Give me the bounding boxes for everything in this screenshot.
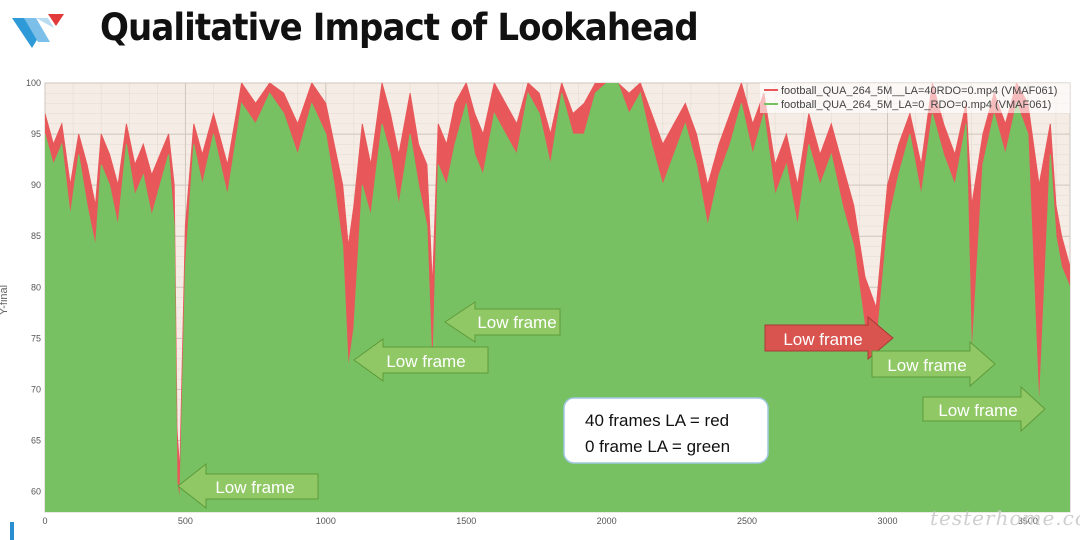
low-frame-arrow-3: Low frame	[177, 462, 319, 510]
low-frame-label-3: Low frame	[215, 478, 294, 497]
y-tick-label: 95	[31, 129, 41, 139]
low-frame-arrow-5: Low frame	[922, 385, 1046, 433]
x-tick-label: 0	[42, 516, 47, 526]
y-tick-label: 60	[31, 487, 41, 497]
x-tick-label: 1000	[316, 516, 336, 526]
low-frame-label-5: Low frame	[938, 401, 1017, 420]
low-frame-arrow-red: Low frame	[764, 315, 894, 361]
x-tick-label: 2500	[737, 516, 757, 526]
series-area-green	[45, 83, 1070, 512]
low-frame-label-2: Low frame	[386, 352, 465, 371]
y-tick-label: 65	[31, 436, 41, 446]
page-title: Qualitative Impact of Lookahead	[100, 6, 699, 49]
watermark: testerhome.com	[930, 506, 1080, 530]
slide-accent-bar	[10, 522, 14, 540]
y-axis-label: Y-final	[0, 285, 10, 315]
legend-entry-green: football_QUA_264_5M_LA=0_RDO=0.mp4 (VMAF…	[781, 99, 1051, 111]
y-tick-label: 80	[31, 282, 41, 292]
company-logo	[12, 14, 64, 48]
y-tick-label: 100	[26, 78, 41, 88]
x-tick-label: 3000	[877, 516, 897, 526]
low-frame-label-1: Low frame	[477, 313, 556, 332]
low-frame-label-4: Low frame	[887, 356, 966, 375]
x-tick-label: 500	[178, 516, 193, 526]
legend-entry-red: football_QUA_264_5M__LA=40RDO=0.mp4 (VMA…	[781, 85, 1057, 97]
x-tick-label: 3500	[1018, 516, 1038, 526]
y-tick-label: 90	[31, 180, 41, 190]
legend: football_QUA_264_5M__LA=40RDO=0.mp4 (VMA…	[760, 83, 1070, 113]
note-line-1: 40 frames LA = red	[585, 411, 729, 430]
y-tick-label: 75	[31, 333, 41, 343]
low-frame-arrow-4: Low frame	[871, 340, 996, 388]
x-tick-label: 2000	[597, 516, 617, 526]
x-tick-label: 1500	[456, 516, 476, 526]
y-tick-label: 70	[31, 384, 41, 394]
low-frame-label-red: Low frame	[783, 330, 862, 349]
low-frame-arrow-1: Low frame	[444, 301, 561, 343]
y-tick-label: 85	[31, 231, 41, 241]
low-frame-arrow-2: Low frame	[353, 338, 489, 382]
legend-note-box: 40 frames LA = red 0 frame LA = green	[563, 397, 769, 464]
note-line-2: 0 frame LA = green	[585, 437, 730, 456]
axes: 0 500 1000 1500 2000 2500 3000 3500 60 65 70 75 80 85…	[26, 78, 1038, 526]
